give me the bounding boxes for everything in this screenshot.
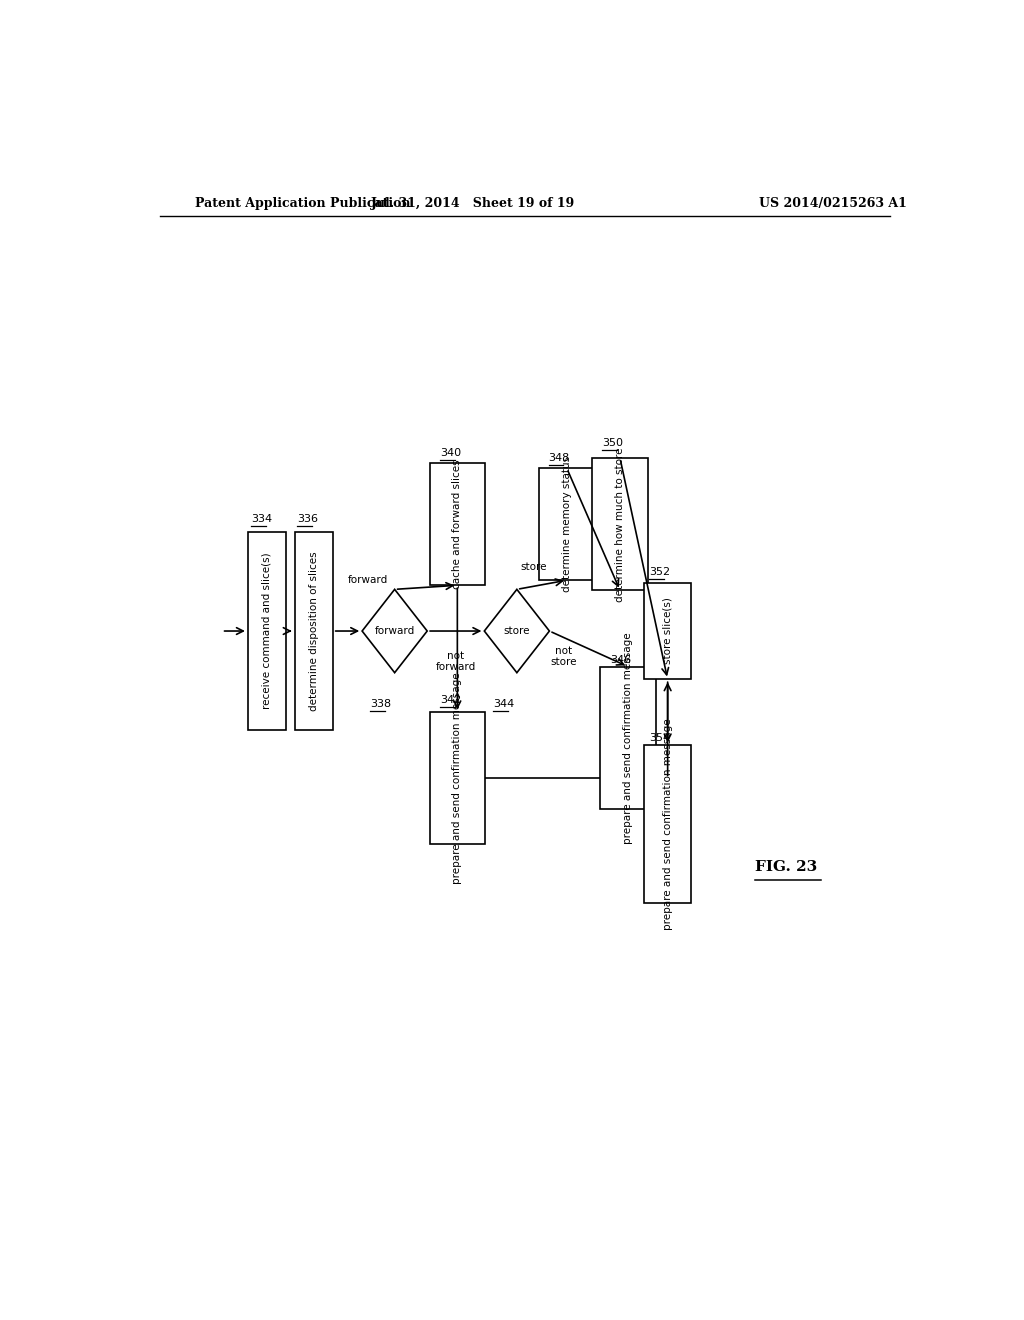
- Text: 342: 342: [440, 696, 461, 705]
- Text: determine how much to store: determine how much to store: [615, 447, 625, 602]
- Text: prepare and send confirmation message: prepare and send confirmation message: [663, 718, 673, 931]
- Text: prepare and send confirmation message: prepare and send confirmation message: [623, 632, 633, 843]
- Text: 354: 354: [649, 733, 671, 743]
- FancyBboxPatch shape: [600, 667, 655, 809]
- FancyBboxPatch shape: [592, 458, 648, 590]
- Polygon shape: [362, 589, 427, 673]
- FancyBboxPatch shape: [430, 713, 485, 845]
- Text: not
store: not store: [551, 645, 577, 667]
- Text: determine disposition of slices: determine disposition of slices: [308, 552, 318, 711]
- Text: store slice(s): store slice(s): [663, 598, 673, 664]
- FancyBboxPatch shape: [644, 582, 691, 680]
- Text: 340: 340: [440, 449, 461, 458]
- Text: 350: 350: [602, 438, 623, 447]
- Text: 348: 348: [549, 453, 570, 463]
- Text: Patent Application Publication: Patent Application Publication: [196, 197, 411, 210]
- Text: 352: 352: [649, 568, 671, 577]
- Text: forward: forward: [375, 626, 415, 636]
- FancyBboxPatch shape: [248, 532, 286, 730]
- Text: 344: 344: [494, 700, 514, 709]
- Text: cache and forward slices: cache and forward slices: [453, 459, 463, 589]
- Text: forward: forward: [348, 574, 388, 585]
- Text: US 2014/0215263 A1: US 2014/0215263 A1: [759, 197, 907, 210]
- Text: 336: 336: [297, 515, 318, 524]
- Text: Jul. 31, 2014   Sheet 19 of 19: Jul. 31, 2014 Sheet 19 of 19: [371, 197, 575, 210]
- Text: determine memory status: determine memory status: [562, 457, 571, 593]
- Text: store: store: [521, 562, 548, 572]
- Text: 338: 338: [370, 700, 391, 709]
- Text: 346: 346: [609, 655, 631, 664]
- Text: not
forward: not forward: [435, 651, 476, 672]
- FancyBboxPatch shape: [644, 746, 691, 903]
- Text: receive command and slice(s): receive command and slice(s): [262, 553, 272, 709]
- FancyBboxPatch shape: [539, 469, 595, 581]
- Text: store: store: [504, 626, 530, 636]
- Text: prepare and send confirmation message: prepare and send confirmation message: [453, 673, 463, 884]
- Text: FIG. 23: FIG. 23: [755, 859, 817, 874]
- Text: 334: 334: [251, 515, 272, 524]
- Polygon shape: [484, 589, 550, 673]
- FancyBboxPatch shape: [295, 532, 333, 730]
- FancyBboxPatch shape: [430, 463, 485, 585]
